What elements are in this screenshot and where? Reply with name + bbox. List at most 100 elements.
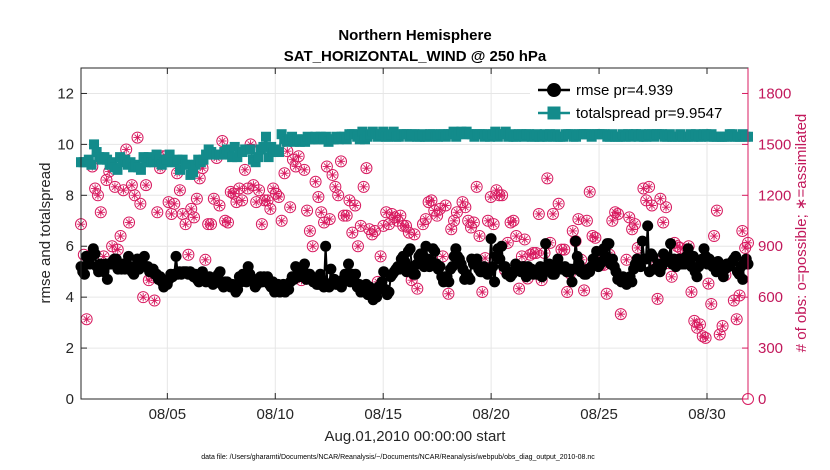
obs-possible-point: [351, 240, 364, 253]
obs-assimilated-point: [673, 242, 682, 251]
obs-assimilated-point: [240, 165, 250, 175]
obs-possible-point: [705, 297, 718, 310]
obs-possible-point: [546, 207, 559, 220]
obs-assimilated-point: [675, 243, 685, 253]
spread-point: [354, 134, 365, 145]
obs-assimilated-point: [738, 226, 747, 236]
obs-assimilated-point: [444, 289, 453, 298]
obs-assimilated-point: [348, 228, 357, 237]
obs-possible-point: [255, 218, 268, 231]
obs-possible-point: [660, 201, 673, 214]
obs-assimilated-point: [274, 192, 284, 202]
obs-assimilated-point: [311, 177, 320, 186]
obs-assimilated-point: [404, 228, 414, 237]
obs-assimilated-point: [633, 243, 642, 253]
rmse-point: [730, 250, 742, 262]
obs-assimilated-point: [107, 242, 117, 251]
obs-possible-point: [561, 286, 574, 299]
obs-possible-point: [360, 162, 373, 175]
obs-assimilated-point: [427, 196, 436, 205]
obs-assimilated-point: [195, 174, 204, 183]
obs-assimilated-point: [469, 218, 479, 227]
rmse-point: [320, 240, 332, 252]
obs-possible-point: [89, 182, 102, 195]
obs-assimilated-point: [110, 182, 120, 192]
obs-assimilated-point: [489, 219, 498, 229]
obs-assimilated-point: [435, 204, 445, 214]
obs-assimilated-point: [336, 157, 346, 166]
obs-assimilated-point: [96, 208, 105, 217]
spread-point: [201, 149, 212, 160]
obs-assimilated-point: [333, 191, 343, 200]
obs-possible-point: [114, 230, 127, 243]
obs-assimilated-point: [201, 255, 210, 265]
obs-assimilated-point: [141, 180, 151, 190]
obs-assimilated-point: [630, 219, 640, 229]
obs-possible-point: [91, 189, 104, 202]
obs-possible-point: [199, 253, 212, 266]
obs-assimilated-point: [729, 296, 739, 305]
spread-point: [83, 154, 94, 165]
obs-possible-point: [513, 282, 526, 295]
obs-assimilated-point: [483, 216, 493, 225]
rmse-point: [570, 235, 582, 247]
obs-possible-point: [507, 214, 520, 227]
obs-assimilated-point: [249, 180, 258, 190]
y-tick-label: 2: [66, 340, 74, 357]
legend: rmse pr=4.939 totalspread pr=9.9547: [530, 74, 742, 128]
y-axis-label: rmse and totalspread: [37, 163, 54, 304]
obs-assimilated-point: [305, 226, 315, 236]
obs-possible-point: [532, 207, 545, 220]
legend-box: [530, 74, 742, 128]
obs-assimilated-point: [294, 152, 303, 161]
obs-assimilated-point: [610, 208, 620, 217]
obs-assimilated-point: [314, 192, 323, 202]
spread-point: [357, 126, 368, 137]
rmse-point: [485, 233, 497, 245]
obs-possible-point: [137, 291, 150, 304]
obs-assimilated-point: [639, 184, 648, 193]
obs-possible-point: [733, 289, 746, 302]
obs-assimilated-point: [387, 209, 397, 219]
obs-assimilated-point: [218, 136, 227, 146]
obs-assimilated-point: [102, 175, 111, 185]
obs-assimilated-point: [458, 197, 467, 207]
spread-point: [125, 157, 136, 168]
obs-assimilated-point: [503, 238, 512, 248]
obs-assimilated-point: [517, 252, 527, 261]
obs-possible-point: [108, 180, 121, 193]
obs-assimilated-point: [308, 242, 317, 251]
obs-assimilated-point: [170, 199, 179, 208]
spread-point: [135, 164, 146, 175]
obs-possible-point: [665, 270, 678, 283]
obs-assimilated-point: [732, 315, 741, 324]
rmse-point: [446, 261, 458, 273]
obs-possible-point: [346, 226, 359, 239]
obs-assimilated-point: [520, 235, 529, 244]
obs-assimilated-point: [153, 208, 162, 217]
spread-point: [175, 164, 186, 175]
obs-assimilated-point: [560, 245, 569, 254]
obs-assimilated-point: [229, 189, 238, 198]
obs-possible-point: [552, 197, 565, 210]
spread-point: [260, 131, 271, 142]
obs-assimilated-point: [740, 243, 750, 253]
obs-assimilated-point: [461, 202, 470, 212]
spread-point: [198, 154, 209, 165]
obs-assimilated-point: [277, 216, 286, 225]
obs-assimilated-point: [243, 184, 252, 193]
obs-assimilated-point: [692, 323, 702, 332]
obs-possible-point: [651, 292, 664, 305]
obs-assimilated-point: [661, 202, 671, 212]
obs-possible-point: [614, 308, 627, 321]
spread-point: [143, 152, 154, 163]
obs-assimilated-point: [464, 216, 473, 225]
y-right-tick-label: 1800: [758, 85, 791, 102]
obs-possible-point: [374, 250, 387, 263]
obs-possible-point: [504, 216, 517, 229]
obs-assimilated-point: [136, 199, 145, 208]
rmse-point: [682, 243, 694, 255]
rmse-point: [636, 235, 648, 247]
obs-assimilated-point: [735, 291, 744, 300]
obs-possible-point: [473, 230, 486, 243]
